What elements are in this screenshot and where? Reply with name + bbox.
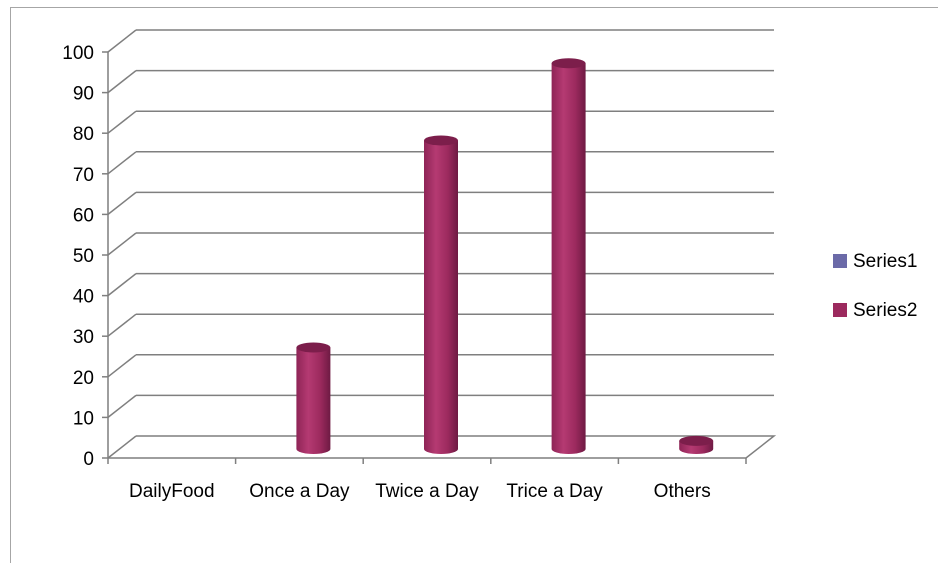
- gridline-diag: [107, 354, 137, 378]
- y-tick-labels: 0 10 20 30 40 50 60 70 80 90 100: [62, 43, 94, 470]
- y-tick-label: 70: [73, 165, 94, 186]
- bar-top: [551, 58, 586, 69]
- y-tick-label: 100: [62, 43, 94, 64]
- bar: [679, 435, 714, 454]
- gridline-diag: [107, 191, 137, 215]
- bar-top: [679, 435, 714, 446]
- gridline-diag: [107, 70, 137, 94]
- y-tick-label: 40: [73, 287, 94, 308]
- gridline-diag: [107, 232, 137, 256]
- bar: [296, 342, 331, 454]
- legend: Series1 Series2: [833, 251, 917, 321]
- x-tick-label: Others: [654, 481, 711, 502]
- gridline-diag: [107, 394, 137, 418]
- y-tick-label: 80: [73, 124, 94, 145]
- gridline-diag: [107, 110, 137, 134]
- gridline-diag: [107, 435, 137, 459]
- bar-top: [424, 135, 458, 146]
- legend-label: Series1: [853, 251, 917, 272]
- bar-body: [424, 140, 458, 454]
- bar-top: [296, 342, 331, 353]
- y-tick-label: 20: [73, 368, 94, 389]
- gridline-diag: [107, 151, 137, 175]
- bars: [296, 58, 714, 455]
- y-tick-label: 10: [73, 408, 94, 429]
- gridline-diag: [107, 29, 137, 53]
- bar: [424, 135, 458, 454]
- gridline-diag: [107, 273, 137, 297]
- x-tick-label: Twice a Day: [375, 481, 479, 502]
- y-tick-label: 30: [73, 327, 94, 348]
- y-tick-label: 0: [83, 449, 94, 470]
- y-tick-label: 50: [73, 246, 94, 267]
- bar-body: [551, 63, 586, 455]
- y-tick-label: 60: [73, 205, 94, 226]
- chart-frame: [10, 7, 938, 563]
- y-tick-label: 90: [73, 84, 94, 105]
- x-tick-label: Trice a Day: [506, 481, 603, 502]
- legend-swatch: [833, 303, 847, 317]
- gridline-diag: [107, 313, 137, 337]
- x-tick-label: Once a Day: [249, 481, 350, 502]
- category-labels: DailyFood Once a Day Twice a Day Trice a Da…: [129, 481, 711, 502]
- legend-swatch: [833, 254, 847, 268]
- legend-label: Series2: [853, 300, 917, 321]
- x-tick-label: DailyFood: [129, 481, 215, 502]
- bar-body: [296, 347, 331, 454]
- bar: [551, 58, 586, 455]
